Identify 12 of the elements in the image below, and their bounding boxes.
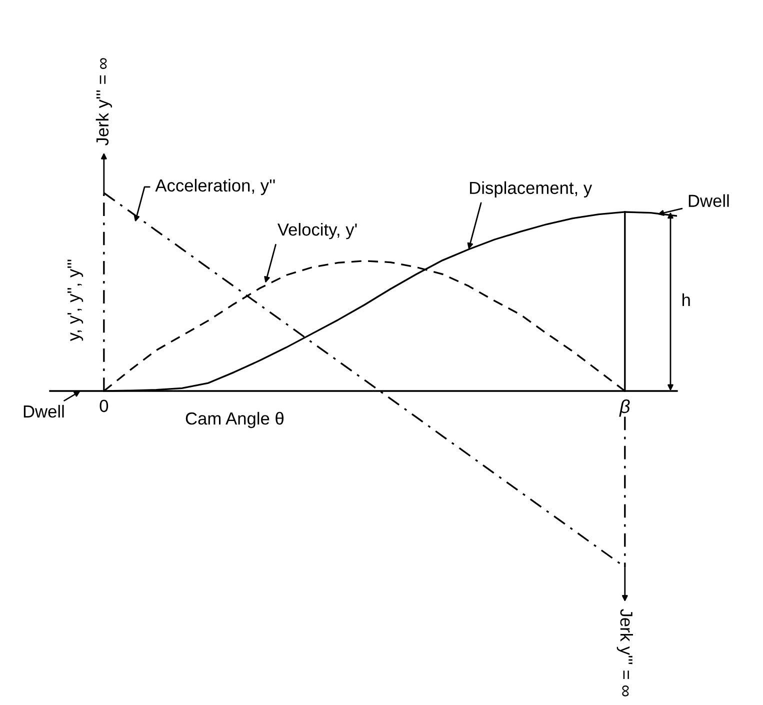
annotation: Velocity, y': [278, 222, 357, 240]
annotation: h: [682, 293, 690, 306]
x-tick-label: 0: [100, 400, 108, 412]
text: Jerk y''' = ∞: [96, 58, 112, 146]
text: Jerk y''' = ∞: [616, 608, 633, 696]
x-tick-label: β: [619, 399, 630, 417]
x-axis-title: Cam Angle θ: [186, 412, 284, 428]
y-axis-title: y, y', y'', y''': [68, 260, 84, 342]
annotation: Dwell: [688, 194, 729, 208]
text: Dwell: [24, 404, 64, 418]
annotation: Acceleration, y'': [155, 178, 275, 196]
annotation: Displacement, y: [470, 181, 592, 198]
